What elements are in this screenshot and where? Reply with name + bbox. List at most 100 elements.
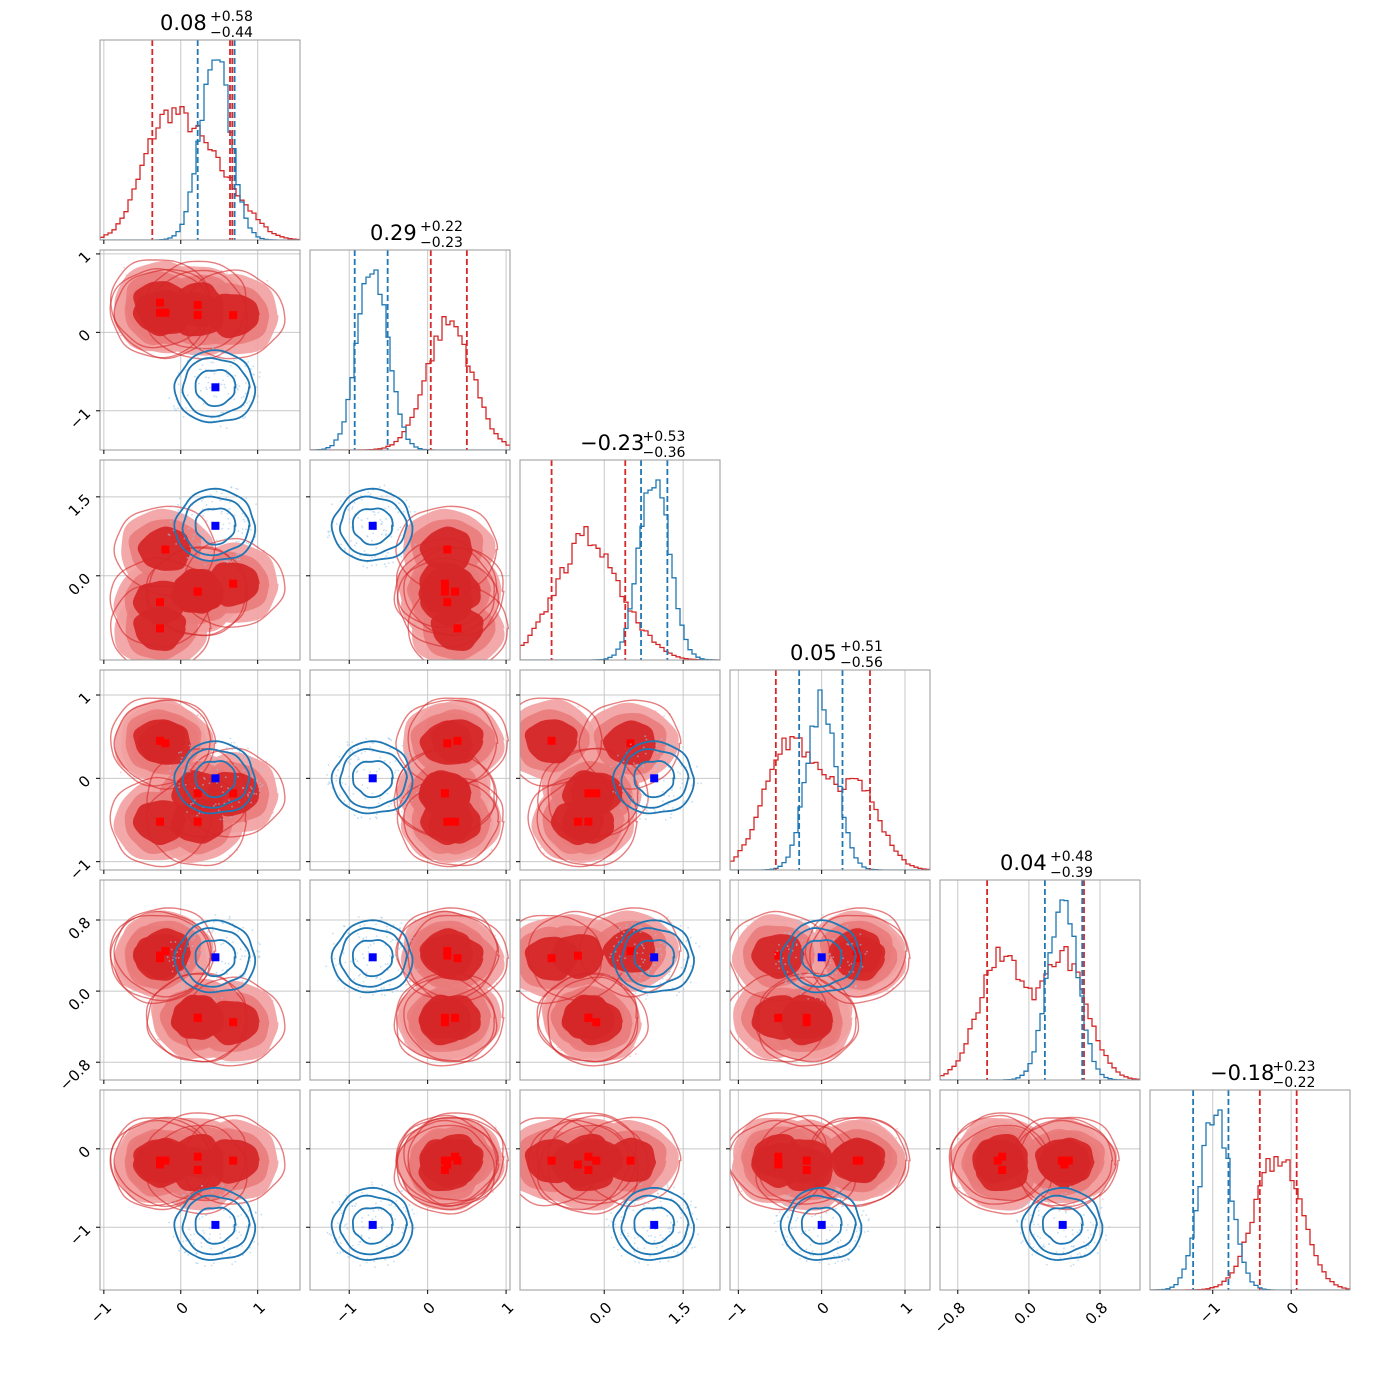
scatter-panel-3-0: −1 0 1 (66, 669, 301, 884)
title-minus: −0.39 (1050, 865, 1093, 881)
red-mode-marker (774, 1160, 783, 1169)
x-tick-label: 0 (814, 1299, 833, 1318)
red-mode-marker (440, 1013, 449, 1022)
red-mode-marker (229, 579, 238, 588)
scatter-panel-4-0: −0.8 0.0 0.8 (56, 879, 301, 1094)
red-mode-marker (156, 1160, 164, 1169)
red-mode-marker (774, 1152, 783, 1161)
red-mode-marker (592, 1018, 601, 1027)
red-mode-marker (451, 587, 460, 596)
blue-truth-marker (368, 774, 377, 783)
y-tick-label: 0 (75, 1142, 94, 1161)
title-median: 0.05 (790, 641, 837, 665)
blue-truth-marker (817, 953, 826, 962)
x-tick-label: 0.0 (1011, 1299, 1041, 1329)
red-mode-marker (443, 739, 452, 748)
scatter-panel-3-2 (516, 669, 721, 874)
title-plus: +0.51 (840, 639, 883, 655)
x-tick-label: 1 (897, 1299, 916, 1318)
red-mode-marker (584, 1166, 593, 1174)
red-mode-marker (161, 739, 170, 748)
red-mode-marker (584, 789, 593, 798)
title-median: 0.29 (370, 221, 417, 245)
scatter-panel-5-0: −1 0 −1 0 1 (66, 1089, 301, 1327)
blue-truth-marker (650, 953, 659, 962)
title-median: −0.18 (1210, 1061, 1274, 1085)
red-mode-marker (443, 598, 452, 607)
red-mode-marker (440, 587, 449, 596)
title-minus: −0.23 (420, 235, 463, 251)
y-tick-label: 0.0 (65, 569, 95, 599)
red-mode-marker (161, 947, 170, 956)
blue-truth-marker (817, 1220, 826, 1229)
y-tick-label: −1 (66, 855, 94, 883)
red-mode-marker (573, 1160, 582, 1169)
x-tick-label: −0.8 (931, 1299, 969, 1337)
panel-title-2: −0.23+0.53 −0.36 (580, 429, 685, 461)
scatter-panel-4-1 (306, 879, 511, 1084)
y-tick-label: 0.8 (65, 914, 95, 944)
blue-truth-marker (368, 953, 377, 962)
red-mode-marker (161, 308, 170, 317)
red-mode-marker (453, 954, 462, 963)
red-mode-marker (802, 1156, 811, 1165)
red-mode-marker (156, 298, 164, 307)
red-mode-marker (156, 817, 164, 826)
scatter-panel-1-0: −1 0 1 (66, 248, 301, 454)
red-mode-marker (451, 1152, 460, 1161)
title-minus: −0.36 (643, 445, 686, 461)
red-mode-marker (626, 1156, 635, 1165)
x-tick-label: −1 (332, 1299, 360, 1327)
blue-truth-marker (368, 1220, 377, 1229)
y-tick-label: −1 (66, 1221, 94, 1249)
x-tick-label: −1 (1196, 1299, 1224, 1327)
histogram-panel-5: −1 0 (1149, 1089, 1351, 1327)
y-tick-label: 1 (75, 689, 94, 708)
red-mode-marker (573, 817, 582, 826)
red-mode-marker (802, 1166, 811, 1174)
red-mode-marker (193, 817, 202, 826)
red-mode-marker (453, 736, 462, 745)
red-mode-marker (547, 954, 556, 963)
scatter-panel-2-1 (306, 459, 511, 664)
red-mode-marker (229, 789, 238, 798)
blue-truth-marker (1058, 1220, 1067, 1229)
title-plus: +0.58 (210, 9, 253, 25)
scatter-panel-5-1: −1 0 1 (306, 1089, 517, 1327)
panel-title-3: 0.05 +0.51 −0.56 (790, 639, 883, 671)
red-mode-marker (193, 1013, 202, 1022)
panel-title-5: −0.18+0.23 −0.22 (1210, 1059, 1315, 1091)
red-mode-marker (1064, 1156, 1073, 1165)
scatter-panel-2-0: 0.0 1.5 (65, 459, 301, 664)
title-plus: +0.22 (420, 219, 463, 235)
histogram-panel-4 (939, 879, 1141, 1084)
y-tick-label: 1.5 (65, 490, 95, 520)
red-mode-marker (451, 1013, 460, 1022)
red-mode-marker (1060, 1160, 1069, 1169)
red-mode-marker (592, 1156, 601, 1165)
blue-truth-marker (368, 521, 377, 530)
x-tick-label: 0.0 (586, 1299, 616, 1329)
scatter-panel-5-3: −1 0 1 (721, 1089, 931, 1327)
red-mode-marker (440, 1018, 449, 1027)
panel-title-4: 0.04 +0.48 −0.39 (1000, 849, 1093, 881)
red-mode-marker (451, 817, 460, 826)
title-plus: +0.48 (1050, 849, 1093, 865)
red-mode-marker (774, 1013, 783, 1022)
y-tick-label: 1 (75, 248, 94, 267)
red-mode-marker (193, 300, 202, 309)
red-mode-marker (993, 1156, 1002, 1165)
y-tick-label: −0.8 (56, 1056, 94, 1094)
red-mode-marker (193, 1166, 202, 1174)
title-median: 0.08 (160, 11, 207, 35)
blue-truth-marker (211, 1220, 220, 1229)
red-mode-marker (626, 947, 635, 956)
scatter-panel-4-2 (516, 879, 721, 1084)
scatter-panel-5-2: 0.0 1.5 (516, 1089, 721, 1329)
x-tick-label: 0 (1283, 1299, 1302, 1318)
y-tick-label: 0 (75, 326, 94, 345)
red-mode-marker (229, 1018, 238, 1027)
title-plus: +0.53 (643, 429, 686, 445)
red-mode-marker (802, 1018, 811, 1027)
